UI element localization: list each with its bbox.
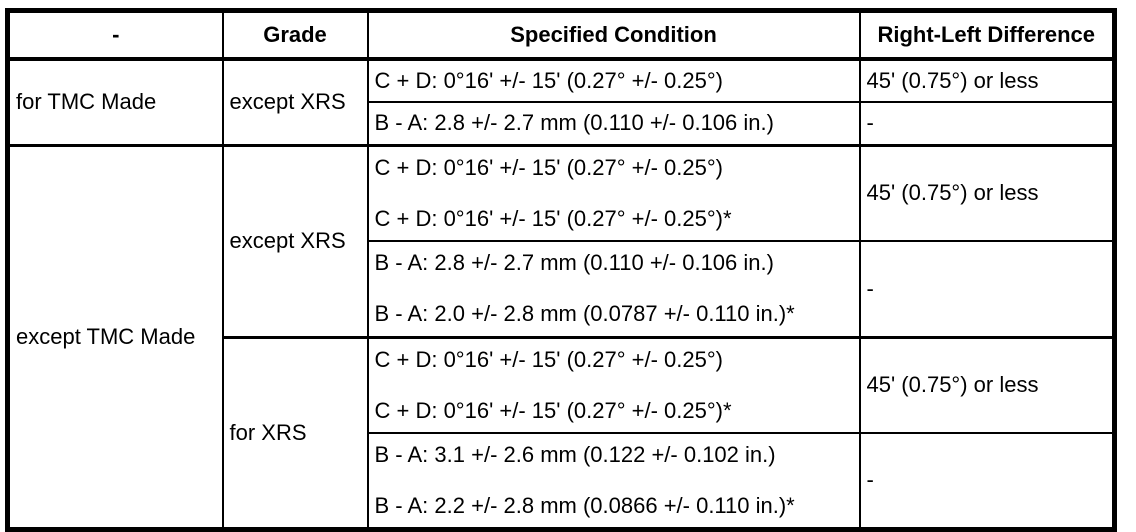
condition-line: C + D: 0°16' +/- 15' (0.27° +/- 0.25°)*: [374, 397, 732, 423]
difference-cell: 45' (0.75°) or less: [858, 335, 1116, 434]
condition-line: C + D: 0°16' +/- 15' (0.27° +/- 0.25°): [374, 346, 723, 372]
condition-line: B - A: 3.1 +/- 2.6 mm (0.122 +/- 0.102 i…: [374, 441, 776, 467]
difference-cell: 45' (0.75°) or less: [858, 143, 1116, 242]
condition-line: C + D: 0°16' +/- 15' (0.27° +/- 0.25°)*: [374, 205, 732, 231]
header-specified-condition: Specified Condition: [366, 9, 861, 61]
header-dash: -: [6, 9, 224, 61]
header-right-left-difference: Right-Left Difference: [858, 9, 1116, 61]
table-row: B - A: 2.8 +/- 2.7 mm (0.110 +/- 0.106 i…: [8, 240, 1116, 338]
condition-cell: C + D: 0°16' +/- 15' (0.27° +/- 0.25°) C…: [366, 335, 861, 434]
grade-cell: for XRS: [221, 335, 369, 530]
condition-cell: B - A: 3.1 +/- 2.6 mm (0.122 +/- 0.102 i…: [366, 432, 861, 530]
header-grade: Grade: [221, 9, 369, 61]
difference-cell: 45' (0.75°) or less: [858, 58, 1116, 103]
condition-cell: B - A: 2.8 +/- 2.7 mm (0.110 +/- 0.106 i…: [366, 101, 861, 146]
condition-line: B - A: 2.2 +/- 2.8 mm (0.0866 +/- 0.110 …: [374, 492, 795, 518]
condition-line: B - A: 2.8 +/- 2.7 mm (0.110 +/- 0.106 i…: [374, 250, 774, 276]
made-cell: except TMC Made: [6, 143, 224, 530]
table-row: B - A: 2.8 +/- 2.7 mm (0.110 +/- 0.106 i…: [8, 101, 1116, 146]
difference-cell: -: [858, 240, 1116, 338]
condition-line: B - A: 2.0 +/- 2.8 mm (0.0787 +/- 0.110 …: [374, 301, 795, 327]
table-row: except TMC Made except XRS C + D: 0°16' …: [6, 143, 1116, 530]
condition-cell: C + D: 0°16' +/- 15' (0.27° +/- 0.25°) C…: [366, 143, 861, 242]
grade-cell: except XRS: [221, 143, 369, 338]
condition-line: C + D: 0°16' +/- 15' (0.27° +/- 0.25°): [374, 154, 723, 180]
condition-cell: C + D: 0°16' +/- 15' (0.27° +/- 0.25°): [366, 58, 861, 103]
table-row: for TMC Made except XRS C + D: 0°16' +/-…: [6, 58, 1116, 146]
difference-cell: -: [858, 432, 1116, 530]
made-cell: for TMC Made: [6, 58, 224, 146]
header-row: - Grade Specified Condition Right-Left D…: [6, 9, 1116, 61]
alignment-spec-table: - Grade Specified Condition Right-Left D…: [5, 8, 1117, 532]
table-row: for XRS C + D: 0°16' +/- 15' (0.27° +/- …: [8, 335, 1116, 530]
table-row: B - A: 3.1 +/- 2.6 mm (0.122 +/- 0.102 i…: [8, 432, 1116, 530]
difference-cell: -: [858, 101, 1116, 146]
condition-cell: B - A: 2.8 +/- 2.7 mm (0.110 +/- 0.106 i…: [366, 240, 861, 338]
grade-cell: except XRS: [221, 58, 369, 146]
